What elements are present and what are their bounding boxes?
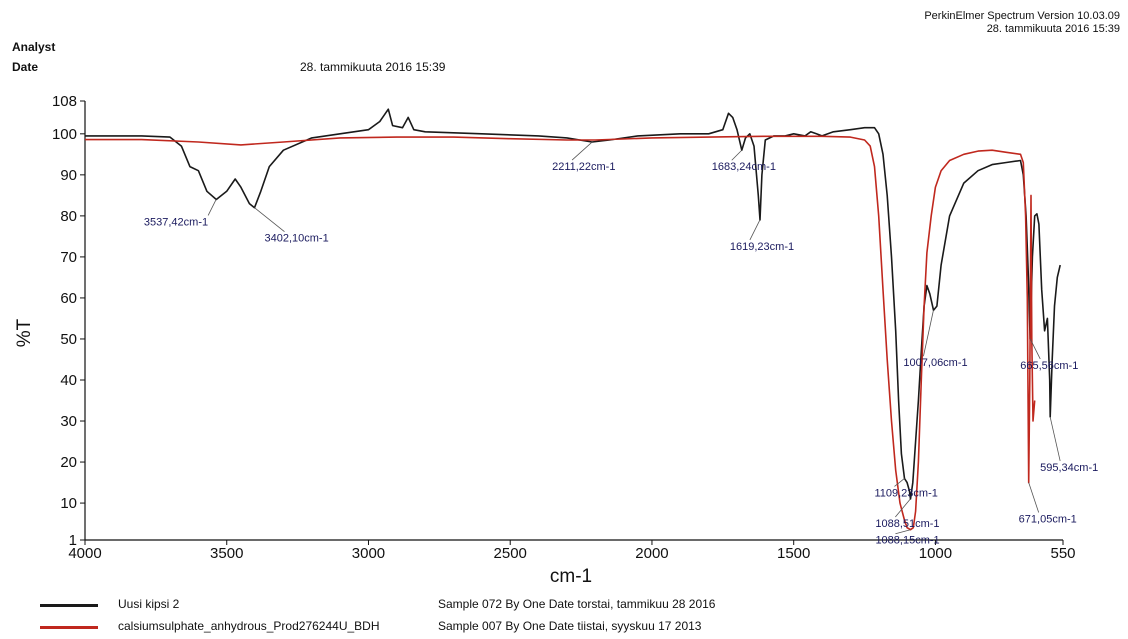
y-tick-label: 50 bbox=[60, 331, 77, 348]
y-tick-label: 10 bbox=[60, 495, 77, 512]
peak-annotation: 1088,15cm-1 bbox=[875, 535, 939, 547]
peak-annotation: 2211,22cm-1 bbox=[552, 161, 615, 173]
x-tick-label: 1500 bbox=[777, 545, 810, 562]
peak-annotation: 1619,23cm-1 bbox=[730, 241, 794, 253]
annotation-leader bbox=[895, 498, 911, 518]
annotation-leader bbox=[923, 310, 934, 357]
x-tick-label: 3500 bbox=[210, 545, 243, 562]
x-axis-title: cm-1 bbox=[550, 566, 592, 587]
analyst-label: Analyst bbox=[12, 40, 56, 54]
y-tick-label: 1 bbox=[69, 532, 77, 549]
x-tick-label: 2000 bbox=[635, 545, 668, 562]
x-tick-label: 2500 bbox=[494, 545, 527, 562]
y-tick-label: 20 bbox=[60, 454, 77, 471]
x-tick-label: 4000 bbox=[68, 545, 101, 562]
legend-swatch-1 bbox=[40, 604, 100, 607]
y-tick-label: 30 bbox=[60, 413, 77, 430]
x-tick-label: 550 bbox=[1050, 545, 1075, 562]
peak-annotation: 665,56cm-1 bbox=[1020, 360, 1078, 372]
peak-annotation: 1088,51cm-1 bbox=[875, 518, 939, 530]
y-tick-label: 80 bbox=[60, 208, 77, 225]
peak-annotation: 1109,23cm-1 bbox=[874, 487, 937, 499]
y-axis-title: %T bbox=[14, 318, 35, 347]
annotation-leader bbox=[254, 207, 285, 232]
annotation-leader bbox=[1049, 416, 1061, 462]
software-version: PerkinElmer Spectrum Version 10.03.09 28… bbox=[924, 10, 1120, 36]
software-name: PerkinElmer Spectrum Version 10.03.09 bbox=[924, 10, 1120, 22]
series-line-1 bbox=[85, 108, 1061, 500]
annotation-leader bbox=[894, 478, 905, 487]
date-value: 28. tammikuuta 2016 15:39 bbox=[300, 60, 446, 74]
x-tick-label: 3000 bbox=[352, 545, 385, 562]
y-tick-label: 100 bbox=[52, 126, 77, 143]
peak-annotation: 3402,10cm-1 bbox=[264, 233, 328, 245]
y-tick-label: 70 bbox=[60, 249, 77, 266]
annotation-leader bbox=[1029, 338, 1041, 360]
y-tick-label: 60 bbox=[60, 290, 77, 307]
annotation-leader bbox=[1028, 482, 1040, 513]
peak-annotation: 3537,42cm-1 bbox=[144, 216, 208, 228]
legend-name-2: calsiumsulphate_anhydrous_Prod276244U_BD… bbox=[118, 619, 380, 633]
y-tick-label: 108 bbox=[52, 93, 77, 110]
peak-annotation: 1683,24cm-1 bbox=[712, 161, 776, 173]
legend-desc-2: Sample 007 By One Date tiistai, syyskuu … bbox=[438, 619, 702, 633]
annotation-leader bbox=[895, 529, 911, 535]
date-label: Date bbox=[12, 60, 39, 74]
peak-annotation: 1007,06cm-1 bbox=[903, 357, 967, 369]
legend-desc-1: Sample 072 By One Date torstai, tammikuu… bbox=[438, 597, 716, 611]
annotation-leader bbox=[731, 149, 743, 161]
peak-annotation: 595,34cm-1 bbox=[1040, 462, 1098, 474]
series-line-2 bbox=[85, 135, 1036, 531]
legend-name-1: Uusi kipsi 2 bbox=[118, 597, 180, 611]
peak-annotation: 671,05cm-1 bbox=[1019, 514, 1077, 526]
annotation-leader bbox=[571, 141, 593, 161]
legend-swatch-2 bbox=[40, 626, 100, 629]
annotation-leader bbox=[207, 199, 217, 216]
y-tick-label: 90 bbox=[60, 167, 77, 184]
annotation-leader bbox=[749, 219, 761, 241]
x-tick-label: 1000 bbox=[919, 545, 952, 562]
y-tick-label: 40 bbox=[60, 372, 77, 389]
software-date: 28. tammikuuta 2016 15:39 bbox=[986, 23, 1120, 35]
